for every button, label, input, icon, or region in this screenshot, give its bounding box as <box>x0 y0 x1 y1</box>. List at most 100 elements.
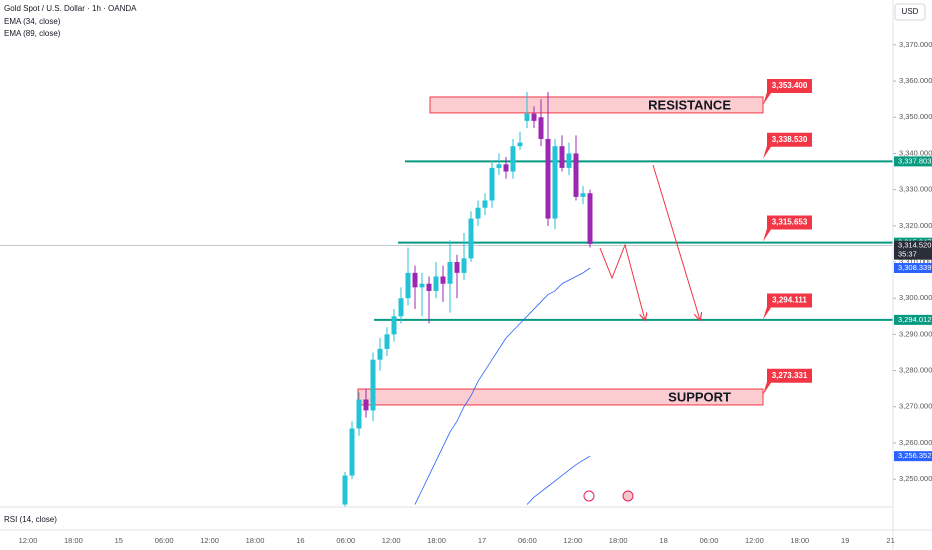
candle-body <box>517 142 523 147</box>
level-tag <box>763 215 812 242</box>
plot-area: RESISTANCE SUPPORT <box>0 91 893 507</box>
candle-body <box>398 298 404 317</box>
x-tick-label: 18:00 <box>246 536 265 545</box>
candle-body <box>412 272 418 288</box>
price-tag-label: 3,337.803 <box>898 156 931 165</box>
price-tag <box>894 240 932 260</box>
x-tick-label: 12:00 <box>382 536 401 545</box>
price-tag <box>894 156 932 167</box>
projection-arrow <box>599 243 645 320</box>
level-tag <box>763 368 812 395</box>
zone-label: SUPPORT <box>668 389 731 404</box>
candle-body <box>468 218 474 259</box>
x-tick-label: 18:00 <box>427 536 446 545</box>
candle-body <box>342 475 348 505</box>
indicator-label: EMA (89, close) <box>4 29 61 38</box>
y-tick-label: 3,300.000 <box>899 293 932 302</box>
price-tag <box>894 263 932 274</box>
candle-body <box>559 146 565 168</box>
price-tag <box>894 314 932 325</box>
x-tick-label: 12:00 <box>200 536 219 545</box>
y-tick-label: 3,250.000 <box>899 474 932 483</box>
x-tick-label: 18:00 <box>609 536 628 545</box>
projection-arrow <box>652 164 700 320</box>
candle-body <box>524 113 530 121</box>
level-tag-label: 3,294.111 <box>772 296 807 305</box>
y-tick-label: 3,350.000 <box>899 112 932 121</box>
level-tag-label: 3,315.653 <box>772 218 808 227</box>
y-tick-label: 3,260.000 <box>899 438 932 447</box>
x-tick-label: 17 <box>478 536 486 545</box>
event-icon[interactable] <box>622 490 634 502</box>
currency-box[interactable] <box>894 3 926 21</box>
currency: USD <box>902 7 919 16</box>
candle-body <box>363 399 369 411</box>
candle-body <box>391 316 397 335</box>
candle-body <box>573 153 579 197</box>
candle-body <box>356 399 362 429</box>
y-tick-label: 3,370.000 <box>899 40 932 49</box>
candle-body <box>503 164 509 172</box>
lower-pane-label: RSI (14, close) <box>4 515 57 524</box>
price-tag-label: 3,294.012 <box>898 315 931 324</box>
x-tick-label: 15 <box>115 536 123 545</box>
candle-body <box>419 283 425 288</box>
y-tick-label: 3,310.000 <box>899 257 932 266</box>
price-tag-label: 3,314.520 <box>898 241 931 250</box>
y-tick-label: 3,340.000 <box>899 148 932 157</box>
candle-body <box>461 258 467 273</box>
candle-body <box>454 262 460 273</box>
level-tag <box>763 78 812 105</box>
y-tick-label: 3,360.000 <box>899 76 932 85</box>
candle-body <box>475 207 481 219</box>
indicator-label: EMA (34, close) <box>4 17 61 26</box>
candle-body <box>531 113 537 121</box>
countdown: 35:37 <box>898 250 917 259</box>
candle-body <box>440 276 446 284</box>
x-tick-label: 16 <box>296 536 304 545</box>
candle-body <box>405 272 411 299</box>
x-tick-label: 06:00 <box>336 536 355 545</box>
candle-body <box>545 138 551 219</box>
candle-body <box>426 283 432 291</box>
level-tag <box>763 293 812 320</box>
candle-body <box>370 359 376 411</box>
y-tick-label: 3,290.000 <box>899 329 932 338</box>
candle-body <box>433 276 439 291</box>
level-tag-label: 3,273.331 <box>772 371 808 380</box>
ema-line <box>414 267 591 505</box>
candle-body <box>377 348 383 360</box>
x-tick-label: 18:00 <box>790 536 809 545</box>
x-tick-label: 12:00 <box>563 536 582 545</box>
x-tick-label: 06:00 <box>155 536 174 545</box>
x-tick-label: 18 <box>659 536 667 545</box>
price-tag-label: 3,256.352 <box>898 451 931 460</box>
candle-body <box>349 428 355 476</box>
zone-label: RESISTANCE <box>648 97 731 112</box>
chart-title: Gold Spot / U.S. Dollar · 1h · OANDA <box>4 4 137 13</box>
price-tag <box>894 451 932 462</box>
candle-body <box>384 334 390 349</box>
candle-body <box>552 146 558 219</box>
x-tick-label: 12:00 <box>745 536 764 545</box>
candle-body <box>510 146 516 172</box>
x-tick-label: 12:00 <box>19 536 38 545</box>
x-tick-label: 19 <box>841 536 849 545</box>
x-tick-label: 06:00 <box>700 536 719 545</box>
price-tag-label: 3,308.339 <box>898 263 931 272</box>
candle-body <box>447 262 453 284</box>
candle-body <box>538 117 544 139</box>
candle-body <box>587 193 593 244</box>
y-tick-label: 3,280.000 <box>899 366 932 375</box>
candle-body <box>489 167 495 201</box>
level-tag-label: 3,338.530 <box>772 135 808 144</box>
event-icon[interactable] <box>583 490 595 502</box>
x-tick-label: 06:00 <box>518 536 537 545</box>
level-tag-label: 3,353.400 <box>772 81 808 90</box>
level-tag <box>763 132 812 159</box>
candle-body <box>566 153 572 168</box>
candle-body <box>580 193 586 197</box>
candle-body <box>482 200 488 208</box>
x-tick-label: 18:00 <box>64 536 83 545</box>
